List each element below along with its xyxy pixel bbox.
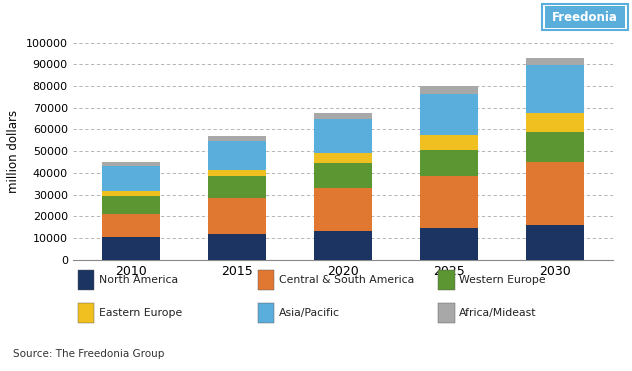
Bar (420, 93, 478, 135)
Bar (313, 113, 372, 119)
Bar (313, 153, 372, 163)
Bar (102, 191, 160, 196)
Bar (313, 232, 372, 260)
Bar (439, 270, 454, 290)
Bar (313, 119, 372, 153)
Bar (420, 228, 478, 260)
Text: North America: North America (99, 275, 178, 285)
Bar (526, 58, 584, 65)
Bar (313, 163, 372, 188)
Bar (313, 188, 372, 232)
Bar (102, 214, 160, 237)
Bar (439, 303, 454, 324)
Bar (420, 176, 478, 228)
Bar (208, 136, 266, 141)
Bar (208, 141, 266, 170)
Bar (78, 303, 94, 324)
Bar (526, 65, 584, 113)
Bar (526, 225, 584, 260)
Bar (420, 86, 478, 93)
Bar (102, 237, 160, 260)
Bar (208, 170, 266, 176)
Bar (208, 234, 266, 260)
Text: Central & South America: Central & South America (279, 275, 414, 285)
Bar (208, 198, 266, 234)
Bar (102, 166, 160, 191)
Bar (208, 176, 266, 198)
Bar (102, 196, 160, 214)
Text: Freedonia: Freedonia (552, 10, 618, 24)
Bar (526, 162, 584, 225)
Bar (526, 113, 584, 132)
Bar (78, 270, 94, 290)
Y-axis label: million dollars: million dollars (7, 109, 20, 193)
FancyBboxPatch shape (545, 6, 625, 28)
Text: Asia/Pacific: Asia/Pacific (279, 308, 340, 318)
Text: Africa/Mideast: Africa/Mideast (459, 308, 537, 318)
Bar (420, 150, 478, 176)
Bar (258, 270, 274, 290)
Text: Eastern Europe: Eastern Europe (99, 308, 182, 318)
Bar (258, 303, 274, 324)
FancyBboxPatch shape (542, 4, 628, 30)
Bar (420, 135, 478, 150)
Text: Global Agricultural Pesticide Demand by Region, 2010 – 2030 (million dollars): Global Agricultural Pesticide Demand by … (8, 14, 509, 24)
Bar (102, 162, 160, 166)
Text: Western Europe: Western Europe (459, 275, 545, 285)
Text: Source: The Freedonia Group: Source: The Freedonia Group (13, 349, 164, 359)
Bar (526, 132, 584, 162)
